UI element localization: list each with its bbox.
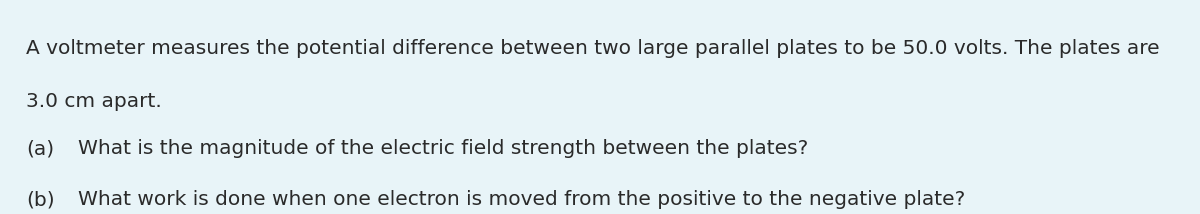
Text: (a): (a) [26, 139, 54, 158]
Text: (b): (b) [26, 190, 55, 210]
Text: 3.0 cm apart.: 3.0 cm apart. [26, 92, 162, 111]
Text: What work is done when one electron is moved from the positive to the negative p: What work is done when one electron is m… [78, 190, 965, 210]
Text: What is the magnitude of the electric field strength between the plates?: What is the magnitude of the electric fi… [78, 139, 809, 158]
Text: A voltmeter measures the potential difference between two large parallel plates : A voltmeter measures the potential diffe… [26, 39, 1160, 58]
